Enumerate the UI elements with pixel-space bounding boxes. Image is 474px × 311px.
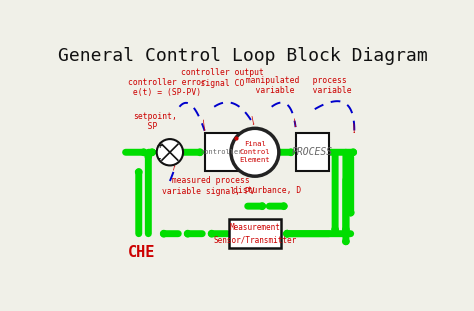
Text: measured process
variable signal, PV: measured process variable signal, PV	[162, 176, 254, 196]
Text: manipulated
    variable: manipulated variable	[236, 76, 299, 95]
Text: controller error
 e(t) = (SP-PV): controller error e(t) = (SP-PV)	[128, 78, 206, 97]
Text: PROCESS: PROCESS	[292, 147, 333, 157]
Circle shape	[231, 128, 279, 176]
Text: Final
Control
Element: Final Control Element	[239, 141, 270, 163]
Text: Measurement
Sensor/Transmitter: Measurement Sensor/Transmitter	[213, 223, 297, 244]
Bar	[205, 133, 238, 171]
Text: controller output
    signal CO: controller output signal CO	[181, 68, 264, 88]
Text: controller: controller	[200, 149, 243, 155]
Text: setpoint,
   SP: setpoint, SP	[133, 112, 177, 131]
Text: disturbance, D: disturbance, D	[233, 186, 301, 195]
Circle shape	[157, 139, 183, 165]
Bar	[228, 219, 281, 248]
Text: process
   variable: process variable	[298, 76, 352, 95]
Text: -: -	[158, 155, 161, 164]
Text: +: +	[156, 141, 163, 150]
Text: CHE: CHE	[128, 245, 155, 260]
Bar	[296, 133, 329, 171]
Text: General Control Loop Block Diagram: General Control Loop Block Diagram	[58, 47, 428, 65]
